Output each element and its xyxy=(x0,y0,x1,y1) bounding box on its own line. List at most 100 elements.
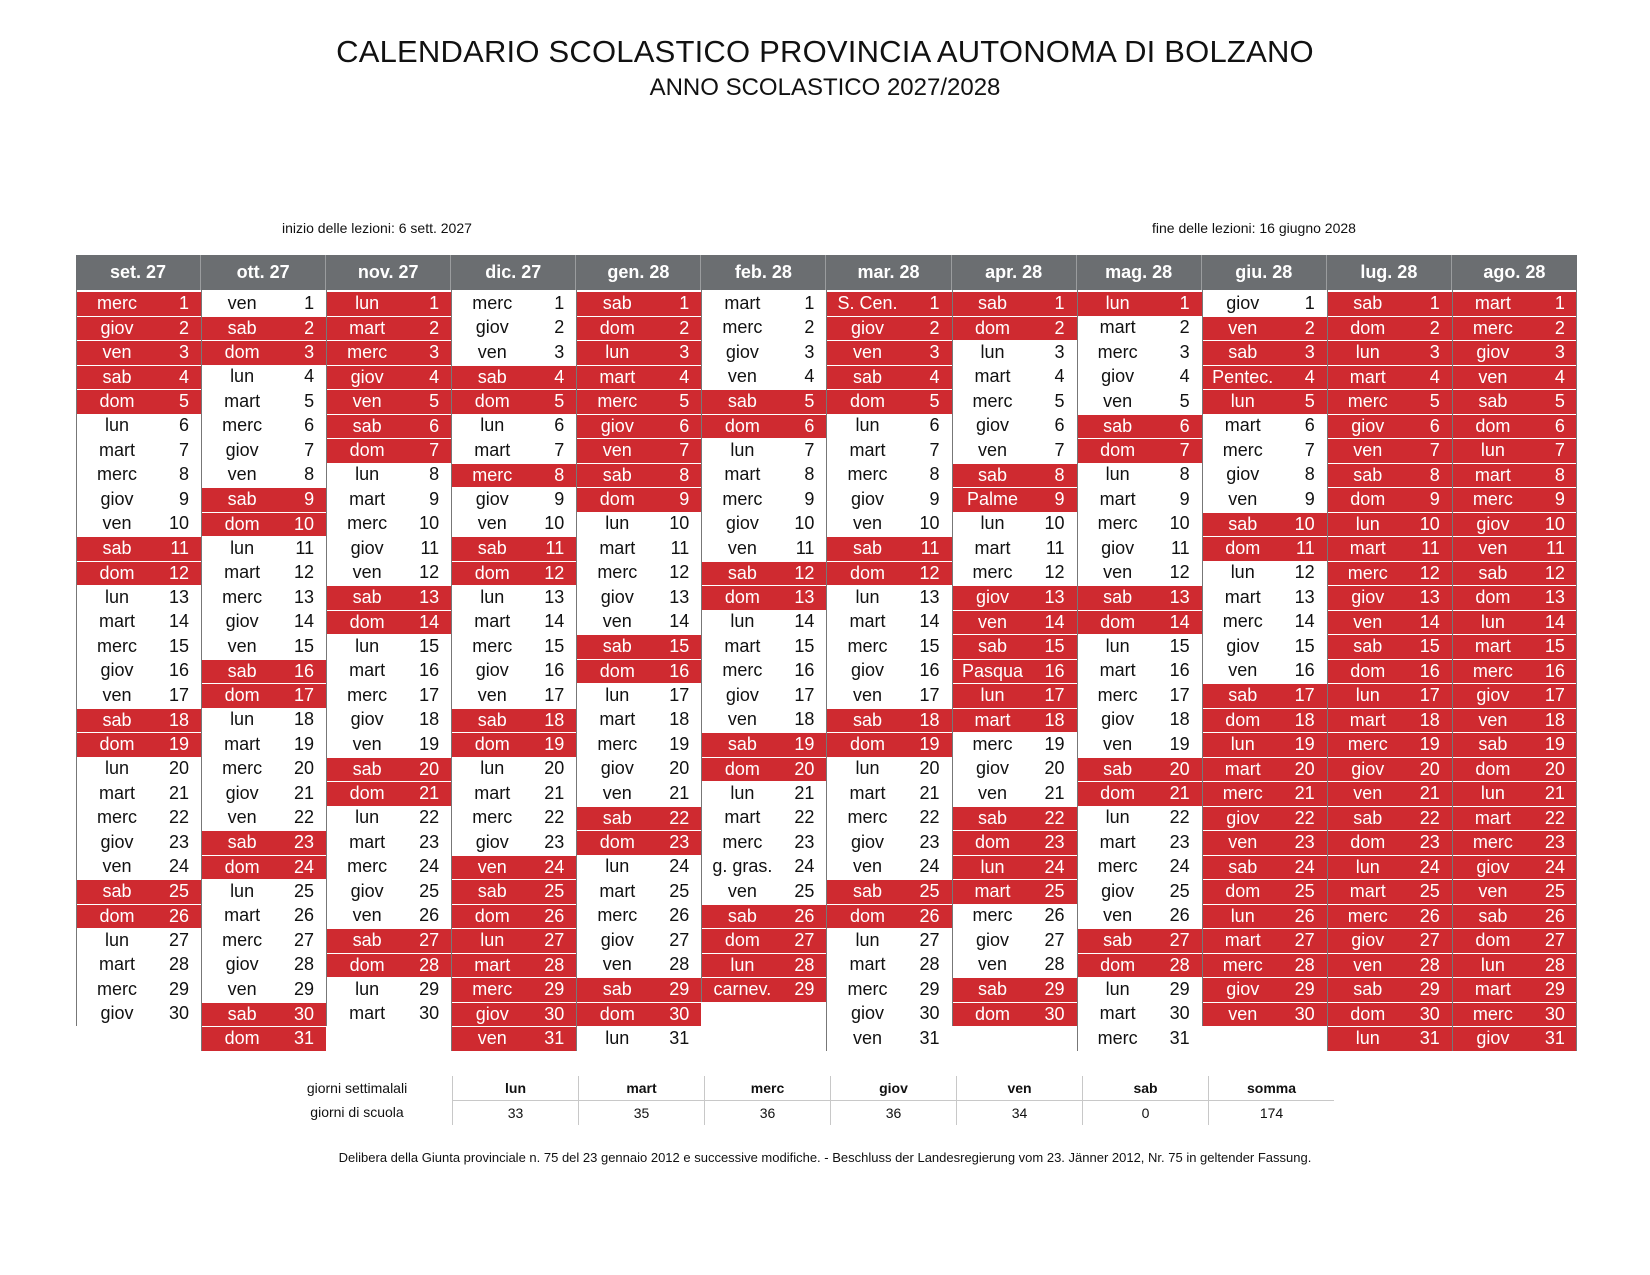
weekday-label: mart xyxy=(1224,758,1261,779)
day-number: 4 xyxy=(1554,366,1565,387)
holiday-day-cell: giov 31 xyxy=(1452,1026,1576,1051)
holiday-day-cell: sab 12 xyxy=(1452,560,1576,585)
school-day-cell: merc 5 xyxy=(953,389,1077,414)
weekday-label: mart xyxy=(474,782,511,803)
holiday-day-cell: ven 5 xyxy=(327,389,452,414)
holiday-day-cell: dom 9 xyxy=(577,487,702,512)
weekday-label: lun xyxy=(104,586,130,607)
day-number: 9 xyxy=(679,489,690,510)
weekday-label: giov xyxy=(350,880,384,901)
page-title: CALENDARIO SCOLASTICO PROVINCIA AUTONOMA… xyxy=(336,34,1314,69)
weekday-label: merc xyxy=(722,660,763,681)
weekday-label: ven xyxy=(477,341,507,362)
school-day-cell: ven 7 xyxy=(953,438,1077,463)
school-day-cell: giov 16 xyxy=(452,659,576,684)
school-day-cell: mart 1 xyxy=(702,291,826,316)
day-number: 30 xyxy=(1294,1003,1315,1024)
weekday-label: sab xyxy=(1103,415,1133,436)
day-number: 29 xyxy=(419,978,440,999)
weekday-label: mart xyxy=(599,880,636,901)
day-number: 30 xyxy=(294,1003,315,1024)
school-day-cell: lun 6 xyxy=(452,414,576,439)
weekday-label: giov xyxy=(976,415,1010,436)
school-day-cell: merc 8 xyxy=(827,463,951,488)
day-number: 30 xyxy=(669,1003,690,1024)
day-number: 24 xyxy=(669,856,690,877)
day-number: 20 xyxy=(1044,758,1065,779)
day-number: 6 xyxy=(679,415,690,436)
weekday-label: sab xyxy=(227,832,257,853)
day-number: 26 xyxy=(1044,905,1065,926)
holiday-day-cell: sab 4 xyxy=(77,364,202,389)
weekday-label: giov xyxy=(725,513,759,534)
weekday-label: sab xyxy=(1478,391,1508,412)
day-number: 10 xyxy=(1294,513,1315,534)
weekday-label: mart xyxy=(974,366,1011,387)
day-number: 26 xyxy=(1419,905,1440,926)
weekday-label: merc xyxy=(847,464,888,485)
weekday-label: ven xyxy=(727,709,757,730)
stats-row1-label: giorni settimalali xyxy=(306,1080,408,1096)
day-number: 25 xyxy=(1419,881,1440,902)
weekday-label: merc xyxy=(1347,905,1388,926)
day-number: 8 xyxy=(304,464,315,485)
day-number: 28 xyxy=(168,954,189,975)
weekday-label: Palme xyxy=(967,489,1019,510)
holiday-day-cell: lun 27 xyxy=(452,928,577,953)
school-day-cell: ven 11 xyxy=(702,536,826,561)
day-number: 29 xyxy=(669,979,690,1000)
holiday-day-cell: sab 18 xyxy=(827,707,952,732)
weekday-label: dom xyxy=(724,587,760,608)
weekday-label: ven xyxy=(1478,881,1508,902)
weekday-label: sab xyxy=(852,366,882,387)
holiday-day-cell: mart 4 xyxy=(1327,364,1452,389)
day-number: 20 xyxy=(419,758,440,779)
school-day-cell: lun 6 xyxy=(77,414,201,439)
holiday-day-cell: dom 27 xyxy=(702,928,827,953)
school-day-cell: lun 12 xyxy=(1203,561,1327,586)
holiday-day-cell: mart 27 xyxy=(1202,928,1327,953)
weekday-label: lun xyxy=(980,341,1005,362)
weekday-label: lun xyxy=(480,586,505,607)
day-number: 22 xyxy=(794,807,815,828)
school-day-cell: mart 28 xyxy=(827,953,951,978)
holiday-day-cell: sab 10 xyxy=(1202,511,1327,536)
weekday-label: dom xyxy=(1225,538,1261,559)
day-number: 27 xyxy=(1044,929,1065,950)
calendar-grid: set. 27 merc 1 giov 2 ven 3 sab 4 dom 5 lun 6 mart 7 me… xyxy=(76,255,1577,1051)
weekday-label: giov xyxy=(1226,807,1260,828)
school-day-cell: lun 20 xyxy=(452,757,576,782)
month-column: set. 27 merc 1 giov 2 ven 3 sab 4 dom 5 lun 6 mart 7 me… xyxy=(76,255,202,1051)
school-day-cell: giov 11 xyxy=(327,536,451,561)
day-number: 10 xyxy=(419,513,440,534)
school-day-cell: ven 24 xyxy=(77,855,201,880)
holiday-day-cell: dom 6 xyxy=(1452,413,1576,438)
month-header: giu. 28 xyxy=(1201,255,1327,290)
month-column: ott. 27 ven 1 sab 2 dom 3 lun 4 mart 5 merc 6 giov 7 ve… xyxy=(201,255,327,1051)
school-day-cell: mart 14 xyxy=(827,610,951,635)
day-number: 21 xyxy=(1419,783,1440,804)
day-number: 13 xyxy=(919,586,940,607)
day-number: 4 xyxy=(929,366,940,387)
holiday-day-cell: sab 6 xyxy=(1077,413,1202,438)
weekday-label: sab xyxy=(852,881,882,902)
weekday-label: giov xyxy=(976,758,1010,779)
school-day-cell: lun 22 xyxy=(1078,806,1202,831)
day-number: 29 xyxy=(1044,979,1065,1000)
day-number: 17 xyxy=(1544,685,1565,706)
school-day-cell: lun 10 xyxy=(577,512,701,537)
day-number: 30 xyxy=(544,1003,565,1024)
weekday-label: ven xyxy=(852,342,882,363)
day-number: 31 xyxy=(544,1028,565,1049)
weekday-label: sab xyxy=(852,538,882,559)
weekday-label: lun xyxy=(605,1027,630,1048)
school-day-cell: giov 25 xyxy=(1078,879,1202,904)
day-number: 1 xyxy=(304,292,315,313)
school-day-cell: ven 3 xyxy=(452,340,576,365)
day-number: 22 xyxy=(168,807,189,828)
weekday-label: mart xyxy=(99,782,135,803)
weekday-label: dom xyxy=(99,562,135,583)
holiday-day-cell: merc 3 xyxy=(327,340,452,365)
weekday-label: ven xyxy=(1478,366,1508,387)
holiday-day-cell: sab 8 xyxy=(577,462,702,487)
